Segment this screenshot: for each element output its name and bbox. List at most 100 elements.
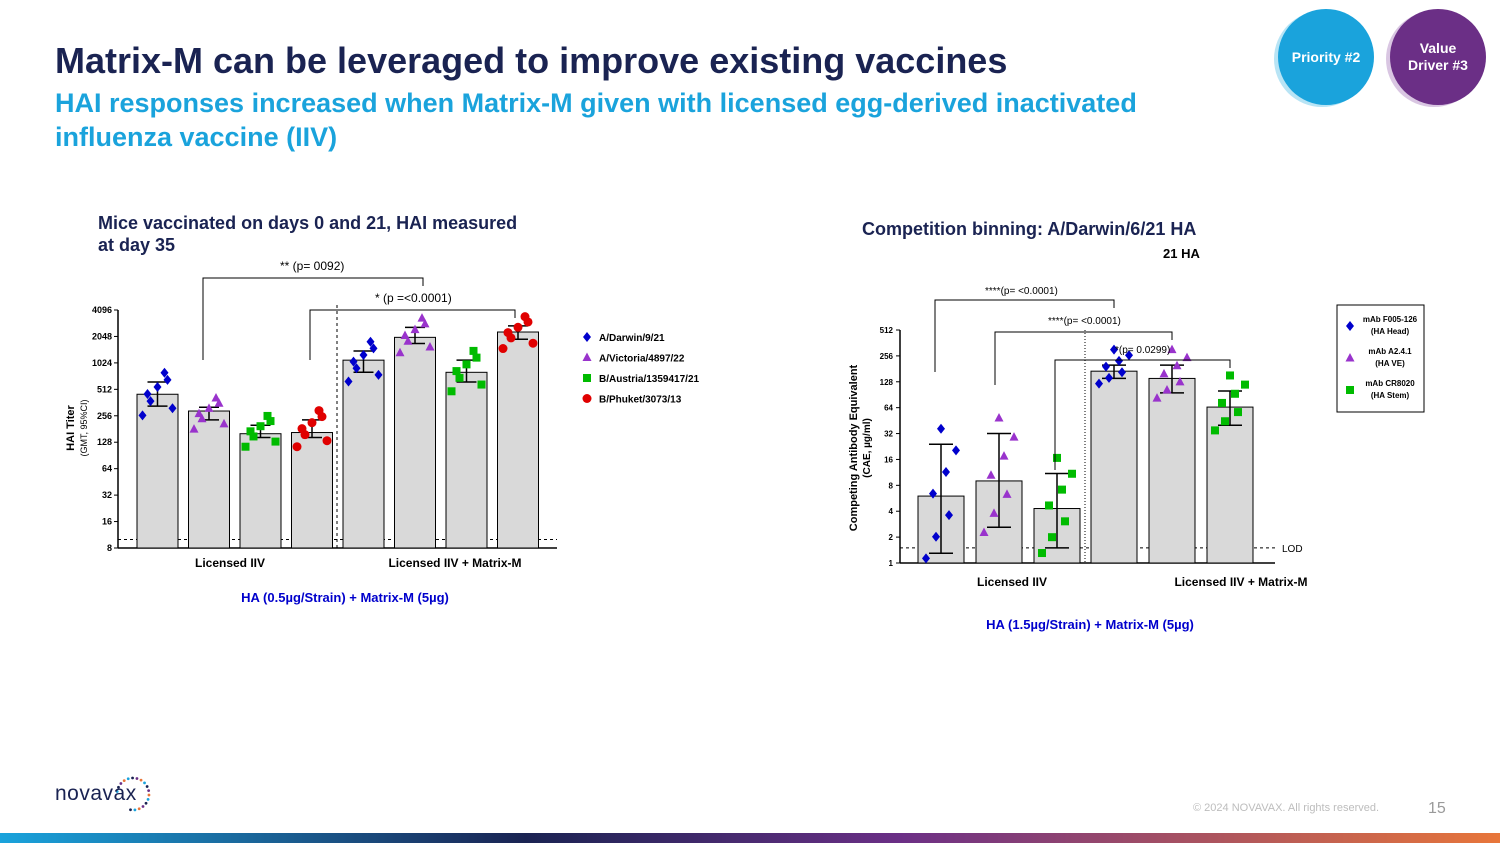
chart2-ytick-label: 256 — [880, 352, 894, 361]
chart2-data-point — [1182, 352, 1192, 362]
chart1-data-point — [400, 330, 410, 339]
chart2-data-point — [1095, 378, 1103, 389]
chart2-xlabel: HA (1.5µg/Strain) + Matrix-M (5µg) — [986, 617, 1194, 632]
chart1-xgroup-label: Licensed IIV + Matrix-M — [388, 556, 521, 570]
chart1-data-point — [425, 342, 435, 351]
chart2-data-point — [1218, 398, 1226, 407]
chart2-data-point — [1118, 367, 1126, 378]
logo-dot — [126, 777, 130, 781]
logo-dot — [133, 808, 137, 812]
chart1-bar — [445, 371, 488, 549]
chart2-data-point — [979, 527, 989, 536]
chart1-data-point — [344, 376, 353, 387]
chart1-data-point — [160, 367, 169, 378]
chart2-legend-marker — [1345, 353, 1355, 362]
chart1-data-point — [189, 424, 199, 433]
chart1-data-point — [417, 313, 427, 322]
chart1-bar — [291, 432, 333, 549]
chart1-data-point — [249, 432, 258, 441]
chart2-data-point — [1125, 350, 1133, 361]
chart1-title-line2: at day 35 — [98, 235, 175, 255]
chart1-data-point — [513, 322, 523, 332]
chart1-ytick-label: 512 — [97, 384, 112, 394]
chart1-data-point — [256, 422, 265, 431]
chart1-data-point — [455, 373, 464, 382]
chart1-bar — [188, 410, 230, 549]
chart2-data-point — [1038, 549, 1046, 558]
chart2-data-point — [1167, 344, 1177, 354]
chart2-legend-sublabel: (HA Stem) — [1371, 391, 1410, 400]
chart2-data-point — [1002, 489, 1012, 498]
chart2-data-point — [1221, 417, 1229, 426]
chart2-sig-bracket — [1054, 359, 1231, 470]
priority-badge-label: Priority #2 — [1291, 48, 1361, 65]
chart2-data-point — [1159, 368, 1169, 378]
chart2-ytick-label: 4 — [889, 507, 894, 516]
logo-dot — [139, 778, 143, 782]
chart1-legend-label: A/Victoria/4897/22 — [599, 354, 685, 365]
chart1-data-point — [523, 317, 533, 327]
chart1-data-point — [447, 387, 456, 396]
chart2-ytick-label: 2 — [889, 533, 894, 542]
priority-badge: Priority #2 — [1278, 9, 1374, 105]
chart2-ytick-label: 1 — [889, 559, 894, 568]
chart2-bar — [1090, 370, 1138, 564]
chart1-data-point — [297, 424, 307, 434]
chart1-xgroup-label: Licensed IIV — [195, 556, 265, 570]
chart2-ytick-label: 128 — [880, 378, 894, 387]
chart1-data-point — [153, 381, 162, 392]
chart2-ytick-label: 16 — [884, 455, 893, 464]
chart1-sig-bracket — [202, 277, 424, 360]
chart1-legend-marker — [582, 352, 592, 361]
chart2-data-point — [1058, 485, 1066, 494]
logo-dot — [141, 805, 145, 808]
logo-dot — [147, 793, 151, 797]
chart2-legend-label: mAb CR8020 — [1365, 379, 1415, 388]
chart1-data-point — [266, 417, 275, 426]
logo-dot — [129, 808, 132, 812]
chart1-bar — [342, 359, 385, 549]
chart1-data-point — [477, 380, 486, 389]
chart1-data-point — [163, 374, 172, 385]
chart2-data-point — [932, 531, 940, 542]
chart1-data-point — [263, 411, 272, 420]
chart1-ytick-label: 256 — [97, 411, 112, 421]
chart1-data-point — [352, 363, 361, 374]
chart1-data-point — [410, 324, 420, 334]
chart2-data-point — [1061, 517, 1069, 526]
chart1-data-point — [374, 369, 383, 380]
copyright: © 2024 NOVAVAX. All rights reserved. — [1193, 802, 1380, 814]
chart2-sig-bracket — [994, 331, 1173, 385]
chart1-ytick-label: 4096 — [92, 305, 112, 315]
chart1-data-point — [246, 427, 255, 436]
chart2-data-point — [986, 470, 996, 479]
chart2-data-point — [1053, 453, 1061, 462]
chart1-legend-label: A/Darwin/9/21 — [599, 333, 665, 344]
page-title: Matrix-M can be leveraged to improve exi… — [55, 40, 1008, 81]
chart2-data-point — [999, 451, 1009, 460]
chart1-data-point — [498, 344, 508, 354]
logo-dot — [145, 785, 149, 788]
chart2-data-point — [1048, 533, 1056, 542]
chart1-sig-label: ** (p= 0092) — [280, 259, 344, 273]
chart2-data-point — [1172, 360, 1182, 370]
page-subtitle: HAI responses increased when Matrix-M gi… — [55, 88, 1137, 152]
chart1-ytick-label: 2048 — [92, 331, 112, 341]
chart2-title: Competition binning: A/Darwin/6/21 HA — [862, 219, 1196, 239]
chart1-ylabel-sub: (GMT, 95%CI) — [79, 399, 89, 456]
chart1-ytick-label: 64 — [102, 464, 112, 474]
chart1-bar — [497, 331, 539, 549]
chart1-data-point — [194, 408, 204, 418]
chart2-xgroup-label: Licensed IIV + Matrix-M — [1174, 575, 1307, 589]
chart1-data-point — [317, 412, 327, 422]
value-driver-badge: Value Driver #3 — [1390, 9, 1486, 105]
chart2-plot: 512 256 128 64 32 16 8 4 2 1 Competing Antibody Eq… — [848, 286, 1425, 632]
chart2-ytick-label: 32 — [884, 430, 893, 439]
chart1-data-point — [307, 418, 317, 428]
chart1-data-point — [271, 437, 280, 446]
chart1-legend-label: B/Austria/1359417/21 — [599, 374, 700, 385]
chart1-ytick-label: 16 — [102, 517, 112, 527]
logo-dot — [143, 781, 146, 785]
logo-dot — [117, 785, 120, 789]
chart1-ytick-label: 1024 — [92, 358, 112, 368]
